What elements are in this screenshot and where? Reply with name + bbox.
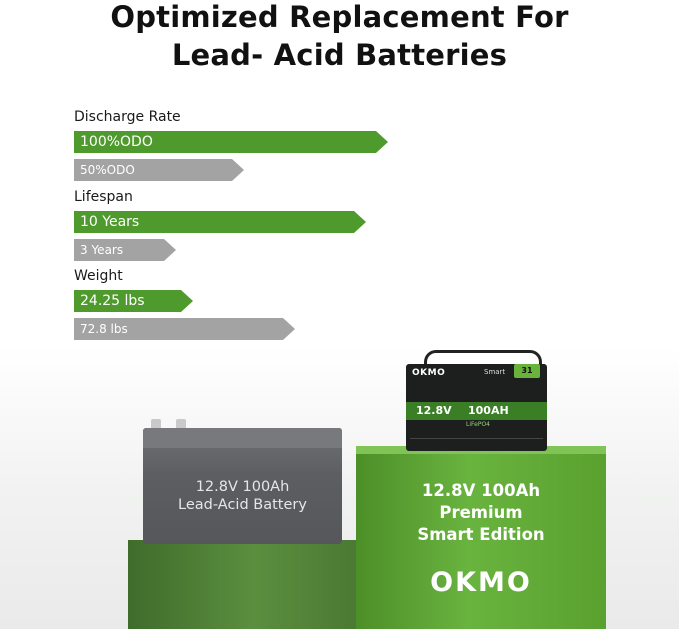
lead-acid-battery-lid bbox=[143, 428, 342, 448]
okmo-case-logo: OKMO bbox=[412, 368, 446, 378]
okmo-pedestal bbox=[356, 452, 606, 629]
weight-lifepo4-bar: 24.25 lbs bbox=[74, 290, 193, 312]
headline-line-1: Optimized Replacement For bbox=[110, 0, 569, 34]
okmo-line-2: Premium bbox=[439, 503, 523, 522]
discharge-lifepo4-bar: 100%ODO bbox=[74, 131, 388, 153]
okmo-case-chem: LiFePO4 bbox=[466, 421, 490, 428]
lead-acid-pedestal bbox=[128, 540, 356, 629]
okmo-case-voltage: 12.8V bbox=[416, 404, 452, 417]
okmo-case-badge: 31 bbox=[514, 364, 540, 378]
lifespan-lifepo4-text: 10 Years bbox=[80, 214, 140, 230]
okmo-line-3: Smart Edition bbox=[417, 525, 545, 544]
okmo-battery-stripe bbox=[406, 402, 547, 420]
weight-label: Weight bbox=[74, 268, 123, 284]
weight-lead-acid-text: 72.8 lbs bbox=[80, 322, 128, 336]
lead-terminal-left bbox=[151, 419, 161, 429]
lifespan-lifepo4-bar: 10 Years bbox=[74, 211, 366, 233]
lead-terminal-right bbox=[176, 419, 186, 429]
weight-lead-acid-bar: 72.8 lbs bbox=[74, 318, 295, 340]
lifespan-lead-acid-bar: 3 Years bbox=[74, 239, 176, 261]
lifespan-label: Lifespan bbox=[74, 189, 133, 205]
discharge-lifepo4-text: 100%ODO bbox=[80, 134, 153, 150]
lead-acid-line-1: 12.8V 100Ah bbox=[195, 479, 290, 495]
okmo-line-1: 12.8V 100Ah bbox=[421, 481, 541, 500]
okmo-case-footer bbox=[410, 438, 543, 445]
okmo-brand-logo: OKMO bbox=[430, 567, 532, 598]
okmo-battery-handle bbox=[424, 350, 542, 372]
weight-lifepo4-text: 24.25 lbs bbox=[80, 293, 145, 309]
lead-acid-line-2: Lead-Acid Battery bbox=[178, 497, 307, 513]
discharge-lead-acid-bar: 50%ODO bbox=[74, 159, 244, 181]
headline-line-2: Lead- Acid Batteries bbox=[171, 38, 508, 72]
okmo-case-smart: Smart bbox=[484, 368, 506, 376]
okmo-case-capacity: 100AH bbox=[468, 404, 509, 417]
discharge-lead-acid-text: 50%ODO bbox=[80, 163, 135, 177]
lifespan-lead-acid-text: 3 Years bbox=[80, 243, 124, 257]
discharge-rate-label: Discharge Rate bbox=[74, 109, 181, 125]
